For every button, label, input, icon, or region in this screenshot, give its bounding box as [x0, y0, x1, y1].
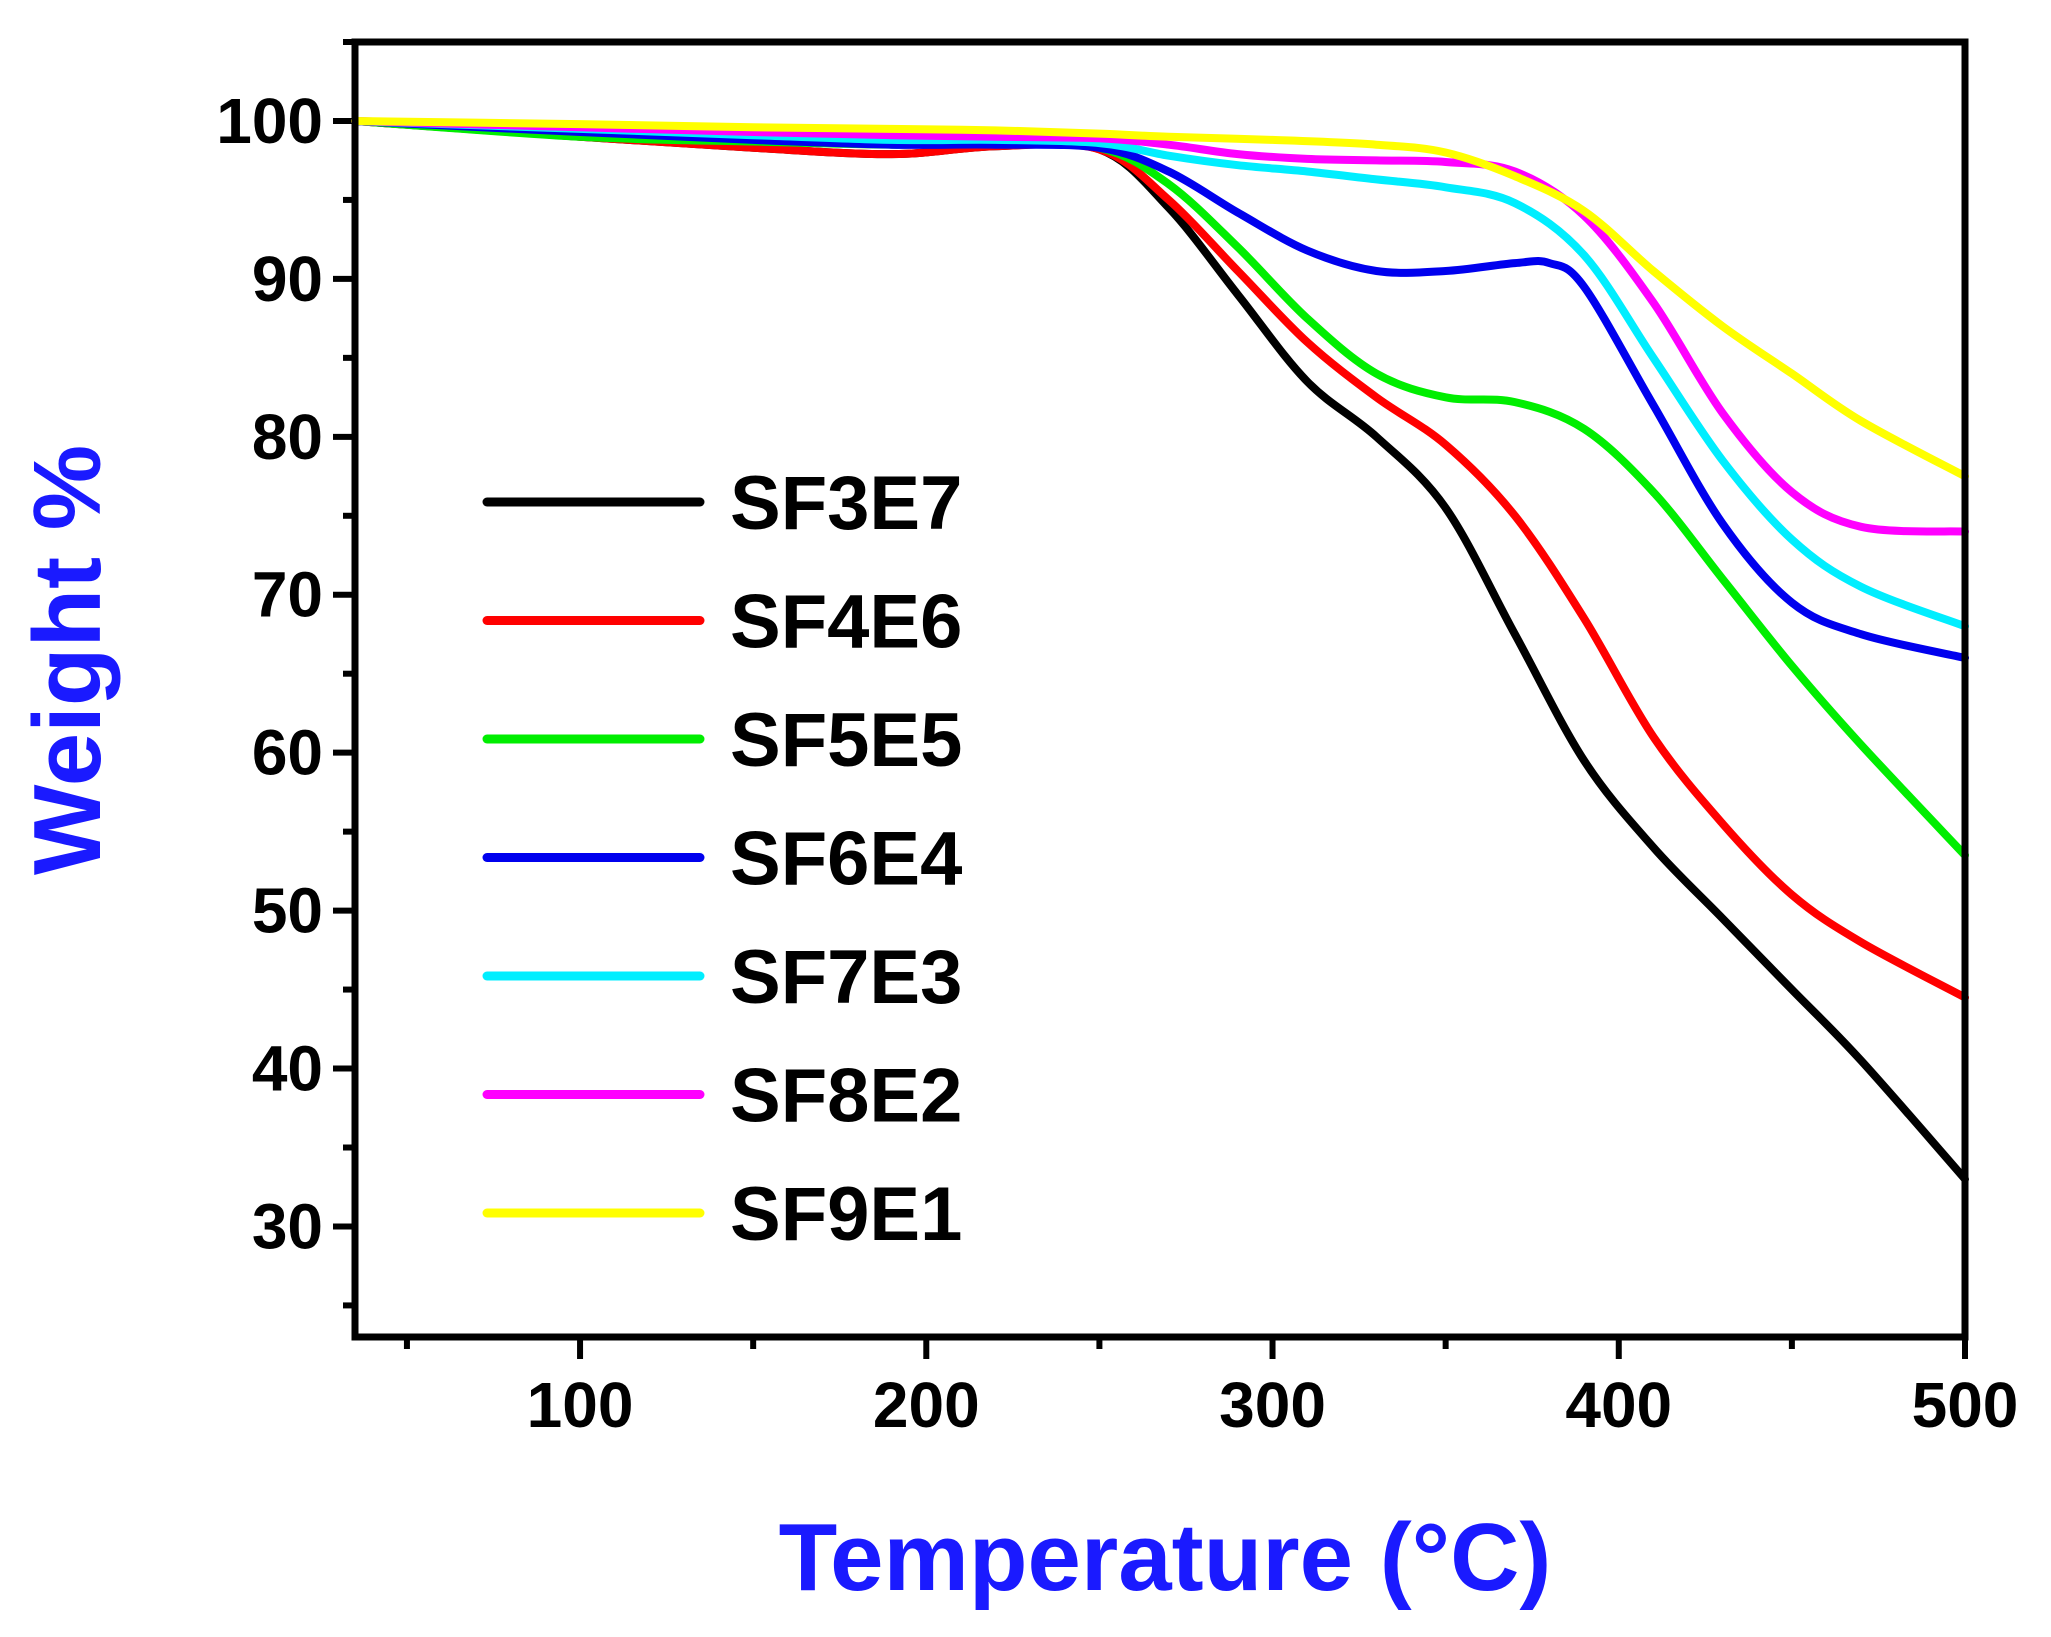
series-line-sf5e5 — [351, 117, 1969, 860]
x-tick-label: 100 — [527, 1369, 634, 1441]
y-tick-label: 50 — [252, 875, 323, 947]
legend: SF3E7 SF4E6 SF5E5 SF6E4 SF7E3 SF8E2 SF9E1 — [482, 461, 962, 1257]
y-tick-label: 70 — [252, 559, 323, 631]
x-axis-tick-labels: 100 200 300 400 500 — [527, 1369, 2019, 1441]
y-tick-label: 40 — [252, 1033, 323, 1105]
series-line-sf3e7 — [351, 117, 1969, 1184]
legend-label-sf9e1: SF9E1 — [730, 1172, 962, 1257]
legend-label-sf4e6: SF4E6 — [730, 580, 962, 665]
series-line-sf9e1 — [351, 117, 1969, 481]
x-tick-label: 400 — [1565, 1369, 1672, 1441]
legend-label-sf3e7: SF3E7 — [730, 461, 962, 546]
series-line-sf6e4 — [351, 117, 1969, 662]
x-axis-title: Temperature (°C) — [779, 1504, 1552, 1611]
legend-label-sf8e2: SF8E2 — [730, 1054, 962, 1139]
y-tick-label: 30 — [252, 1190, 323, 1262]
series-line-sf4e6 — [351, 117, 1969, 1002]
y-tick-label: 60 — [252, 717, 323, 789]
y-axis-tick-labels: 30 40 50 60 70 80 90 100 — [216, 85, 323, 1262]
legend-label-sf6e4: SF6E4 — [730, 817, 962, 902]
y-axis-title: Weight % — [14, 445, 121, 875]
series-lines — [351, 117, 1969, 1184]
plot-frame — [351, 38, 1969, 1341]
y-tick-label: 80 — [252, 401, 323, 473]
x-tick-label: 200 — [873, 1369, 980, 1441]
y-tick-label: 100 — [216, 85, 323, 157]
legend-label-sf7e3: SF7E3 — [730, 935, 962, 1020]
x-tick-label: 500 — [1912, 1369, 2019, 1441]
legend-label-sf5e5: SF5E5 — [730, 698, 962, 783]
series-line-sf8e2 — [351, 117, 1969, 536]
y-tick-label: 90 — [252, 243, 323, 315]
x-tick-label: 300 — [1219, 1369, 1326, 1441]
